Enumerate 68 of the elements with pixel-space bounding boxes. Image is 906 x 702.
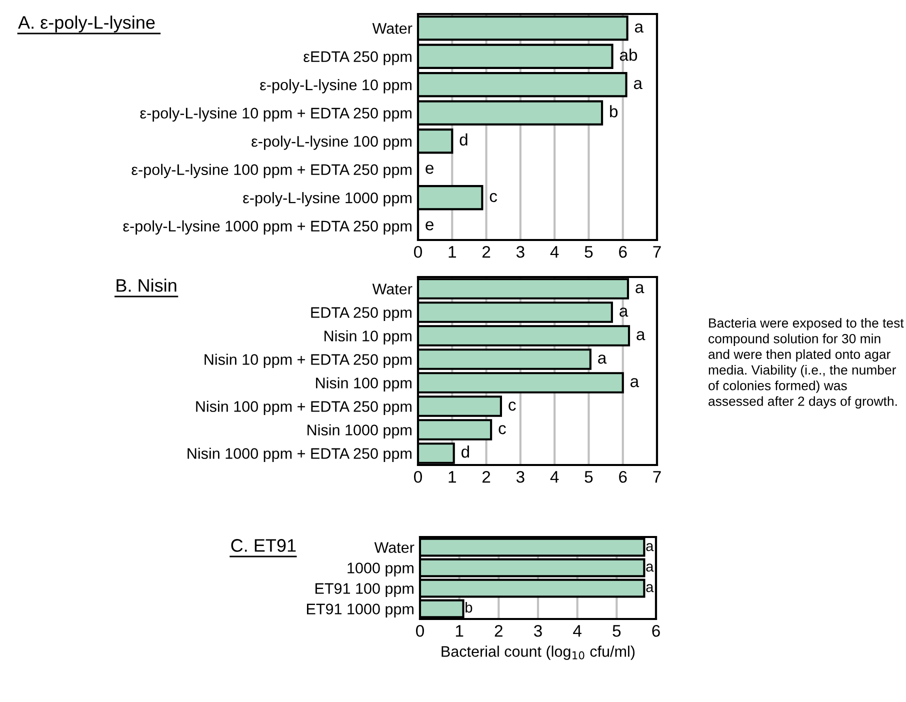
y-tick-label: Nisin 10 ppm bbox=[324, 330, 412, 344]
x-tick-label: 5 bbox=[584, 246, 593, 258]
x-tick-label: 1 bbox=[448, 246, 456, 258]
y-tick-label: Nisin 100 ppm + EDTA 250 ppm bbox=[196, 400, 412, 415]
y-tick-label: Nisin 10 ppm + EDTA 250 ppm bbox=[204, 354, 412, 368]
data-label: a bbox=[634, 23, 644, 33]
data-label: a bbox=[598, 354, 607, 364]
y-tick-label: Nisin 1000 ppm + EDTA 250 ppm bbox=[188, 448, 412, 462]
data-label: a bbox=[620, 308, 628, 317]
data-label: a bbox=[636, 284, 644, 294]
y-tick-label: Nisin 100 ppm bbox=[316, 377, 412, 392]
x-tick-label: 6 bbox=[619, 470, 627, 483]
y-tick-label: ε-poly-L-lysine 1000 ppm bbox=[243, 192, 412, 206]
y-tick-label: Water bbox=[374, 542, 414, 553]
data-label: a bbox=[636, 331, 646, 340]
x-tick-label: 4 bbox=[550, 471, 559, 483]
data-label: c bbox=[490, 192, 498, 202]
x-tick-label: 6 bbox=[652, 624, 660, 637]
x-tick-label: 7 bbox=[653, 471, 661, 483]
data-label: a bbox=[646, 564, 654, 572]
data-label: c bbox=[508, 402, 516, 411]
data-label: a bbox=[646, 584, 654, 592]
data-label: a bbox=[630, 378, 640, 388]
x-tick-label: 0 bbox=[414, 246, 422, 258]
data-label: b bbox=[466, 602, 472, 613]
data-label: a bbox=[634, 80, 642, 90]
x-tick-label: 1 bbox=[448, 471, 456, 483]
x-tick-label: 3 bbox=[516, 246, 524, 258]
x-tick-label: 1 bbox=[456, 625, 464, 637]
data-label: e bbox=[426, 164, 434, 174]
x-tick-label: 6 bbox=[619, 246, 627, 258]
y-tick-label: ε-poly-L-lysine 10 ppm bbox=[260, 79, 412, 94]
y-tick-label: ε-poly-L-lysine 1000 ppm + EDTA 250 ppm bbox=[123, 220, 412, 235]
y-tick-label: EDTA 250 ppm bbox=[311, 307, 412, 321]
text: C. ET91 bbox=[231, 539, 296, 552]
x-axis-title: Bacterial count (log$_{10}$ cfu/ml) bbox=[442, 646, 635, 660]
x-tick-label: 0 bbox=[414, 470, 422, 483]
y-tick-label: ET91 100 ppm bbox=[315, 583, 414, 597]
x-tick-label: 0 bbox=[416, 624, 424, 637]
x-tick-label: 3 bbox=[534, 624, 542, 637]
data-label: d bbox=[461, 445, 469, 458]
x-tick-label: 3 bbox=[516, 470, 524, 483]
x-tick-label: 4 bbox=[573, 625, 582, 637]
y-tick-label: ε-poly-L-lysine 100 ppm + EDTA 250 ppm bbox=[132, 164, 412, 178]
y-tick-label: 1000 ppm bbox=[348, 562, 414, 576]
data-label: a bbox=[646, 543, 654, 552]
x-tick-label: 5 bbox=[584, 471, 593, 483]
data-label: b bbox=[610, 105, 618, 118]
y-tick-label: Water bbox=[372, 23, 412, 34]
text: B. Nisin bbox=[116, 278, 176, 292]
y-tick-label: Nisin 1000 ppm bbox=[308, 424, 412, 438]
x-tick-label: 4 bbox=[550, 246, 559, 258]
data-label: e bbox=[426, 221, 434, 230]
y-tick-label: ε-poly-L-lysine 10 ppm + EDTA 250 ppm bbox=[140, 107, 412, 122]
text: Bacteria were exposed to the test compound solution for 30 min and were then plated onto agar media. Viability (i.e., the number of colonies formed) was assessed after 2 days of growth. bbox=[708, 318, 904, 409]
y-tick-label: εEDTA 250 ppm bbox=[304, 51, 412, 66]
data-label: ab bbox=[620, 48, 638, 61]
x-tick-label: 5 bbox=[612, 625, 621, 637]
data-label: c bbox=[498, 425, 506, 434]
y-tick-label: Water bbox=[372, 284, 412, 294]
x-tick-label: 2 bbox=[482, 470, 490, 483]
y-tick-label: ε-poly-L-lysine 100 ppm bbox=[252, 136, 412, 150]
x-tick-label: 2 bbox=[482, 246, 490, 258]
data-label: d bbox=[460, 133, 468, 146]
y-tick-label: ET91 1000 ppm bbox=[306, 604, 414, 618]
text: A. ε-poly-L-lysine bbox=[18, 16, 155, 32]
x-tick-label: 2 bbox=[494, 624, 502, 637]
x-tick-label: 7 bbox=[653, 246, 661, 258]
